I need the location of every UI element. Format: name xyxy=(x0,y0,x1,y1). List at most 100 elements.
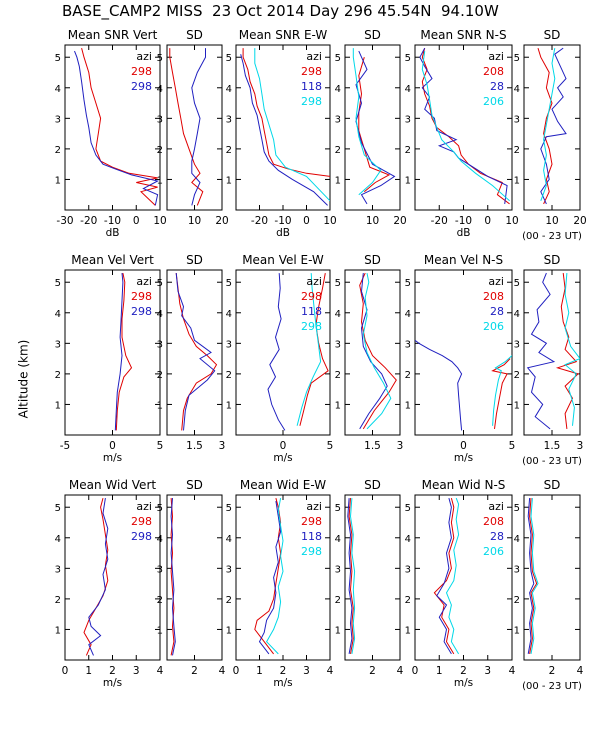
panel-9: Mean Vel E-W 1 2 3 4 5 0 5 m/s azi 298 118 298 xyxy=(226,253,334,464)
series-line-1 xyxy=(83,497,109,656)
panel-title: SD xyxy=(364,28,381,42)
plot-frame xyxy=(166,269,223,436)
y-tick-label: 4 xyxy=(405,309,411,320)
y-tick-label: 1 xyxy=(335,175,341,186)
y-tick-label: 1 xyxy=(226,400,232,411)
panel-2: SD 1 2 3 4 5 10 20 xyxy=(157,28,229,227)
y-tick-label: 2 xyxy=(157,595,163,606)
x-tick-label: 1.5 xyxy=(364,440,381,452)
y-tick-label: 2 xyxy=(514,145,520,156)
y-tick-label: 1 xyxy=(405,400,411,411)
x-tick-label: 0 xyxy=(109,440,116,452)
series-line-2 xyxy=(540,47,567,205)
y-tick-label: 5 xyxy=(514,503,520,514)
x-axis-label: m/s xyxy=(273,677,292,689)
panel-title: SD xyxy=(544,253,561,267)
y-tick-label: 1 xyxy=(514,625,520,636)
panel-17: Mean Wid N-S 1 2 3 4 5 0 1 2 3 4 m/s azi 208 28 206 xyxy=(405,478,516,689)
y-tick-label: 3 xyxy=(157,114,163,125)
legend-entry: 298 xyxy=(301,290,322,303)
legend-entry: 206 xyxy=(483,95,504,108)
x-tick-label: 4 xyxy=(219,665,226,677)
legend-title: azi xyxy=(136,275,152,288)
time-range-note: (00 - 23 UT) xyxy=(522,456,582,467)
legend-entry: 298 xyxy=(131,65,152,78)
x-tick-label: -10 xyxy=(455,215,472,227)
panel-title: Mean Vel E-W xyxy=(242,253,324,267)
y-tick-label: 2 xyxy=(335,145,341,156)
series-line-3 xyxy=(564,273,580,426)
y-tick-label: 1 xyxy=(157,175,163,186)
series-line-2 xyxy=(419,47,508,204)
panel-title: SD xyxy=(186,28,203,42)
y-tick-label: 3 xyxy=(55,564,61,575)
legend-entry: 28 xyxy=(490,305,504,318)
x-tick-label: 3 xyxy=(133,665,140,677)
x-tick-label: 5 xyxy=(327,440,334,452)
legend-entry: 28 xyxy=(490,530,504,543)
y-tick-label: 3 xyxy=(226,564,232,575)
y-tick-label: 4 xyxy=(226,534,232,545)
x-tick-label: 1 xyxy=(85,665,92,677)
y-tick-label: 3 xyxy=(514,339,520,350)
x-tick-label: -5 xyxy=(60,440,70,452)
y-tick-label: 5 xyxy=(405,503,411,514)
y-tick-label: 3 xyxy=(335,564,341,575)
x-axis-label: dB xyxy=(457,227,471,239)
y-tick-label: 2 xyxy=(335,595,341,606)
y-tick-label: 5 xyxy=(226,53,232,64)
x-tick-label: -30 xyxy=(56,215,73,227)
y-tick-label: 2 xyxy=(55,595,61,606)
legend-entry: 298 xyxy=(301,95,322,108)
series-line-2 xyxy=(527,498,535,654)
legend-title: azi xyxy=(488,50,504,63)
panel-title: SD xyxy=(544,478,561,492)
y-tick-label: 1 xyxy=(226,625,232,636)
legend-entry: 208 xyxy=(483,65,504,78)
time-range-note: (00 - 23 UT) xyxy=(522,231,582,242)
x-tick-label: 4 xyxy=(327,665,334,677)
y-tick-label: 1 xyxy=(157,400,163,411)
x-tick-label: 4 xyxy=(577,665,584,677)
x-tick-label: 0 xyxy=(412,665,419,677)
y-tick-label: 1 xyxy=(226,175,232,186)
series-line-1 xyxy=(491,358,511,429)
legend-entry: 206 xyxy=(483,320,504,333)
legend-entry: 298 xyxy=(301,320,322,333)
panel-title: SD xyxy=(364,478,381,492)
panel-title: Mean SNR Vert xyxy=(68,28,158,42)
series-line-2 xyxy=(436,497,452,655)
panel-title: Mean SNR E-W xyxy=(239,28,328,42)
series-line-1 xyxy=(115,272,133,431)
y-tick-label: 2 xyxy=(55,370,61,381)
y-tick-label: 1 xyxy=(405,625,411,636)
plot-frame xyxy=(166,494,223,661)
y-tick-label: 3 xyxy=(405,114,411,125)
panel-7: Mean Vel Vert 1 2 3 4 5 -5 0 5 m/s azi 298 298 xyxy=(55,253,164,464)
series-line-2 xyxy=(258,501,282,655)
x-tick-label: 10 xyxy=(505,215,518,227)
y-tick-label: 2 xyxy=(55,145,61,156)
x-tick-label: 2 xyxy=(191,665,198,677)
y-tick-label: 3 xyxy=(226,339,232,350)
x-tick-label: 1.5 xyxy=(544,440,561,452)
y-tick-label: 3 xyxy=(405,339,411,350)
x-axis-label: m/s xyxy=(103,452,122,464)
y-tick-label: 3 xyxy=(335,339,341,350)
y-tick-label: 4 xyxy=(514,84,520,95)
y-tick-label: 2 xyxy=(514,370,520,381)
series-line-1 xyxy=(254,497,282,655)
y-tick-label: 4 xyxy=(335,309,341,320)
series-line-2 xyxy=(355,50,396,205)
y-tick-label: 5 xyxy=(55,503,61,514)
plot-frame xyxy=(344,269,401,436)
legend-entry: 118 xyxy=(301,305,322,318)
plot-frame xyxy=(523,269,581,436)
x-tick-label: 2 xyxy=(549,665,556,677)
y-tick-label: 2 xyxy=(405,370,411,381)
x-tick-label: 2 xyxy=(280,665,287,677)
y-tick-label: 4 xyxy=(335,534,341,545)
legend-title: azi xyxy=(136,500,152,513)
series-line-1 xyxy=(242,48,330,177)
series-line-1 xyxy=(81,47,158,206)
